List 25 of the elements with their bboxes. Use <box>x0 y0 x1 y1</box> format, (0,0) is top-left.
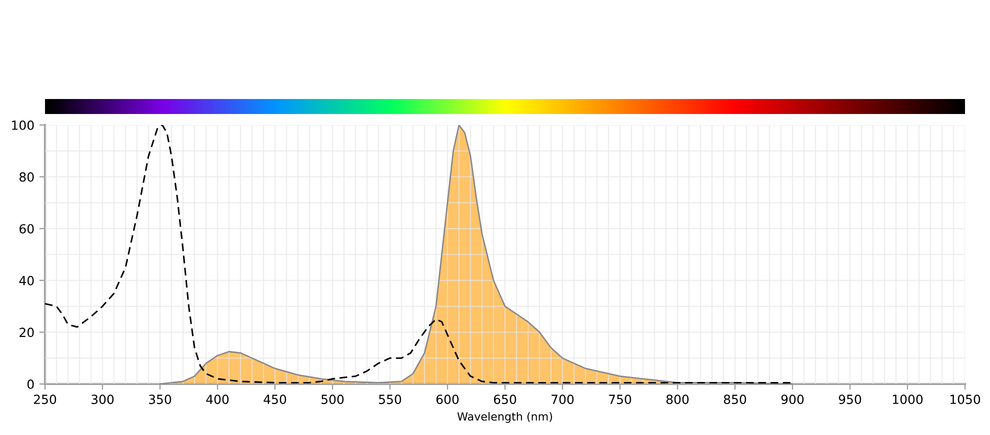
x-tick-label: 750 <box>609 394 632 404</box>
x-tick-label: 400 <box>206 394 229 404</box>
y-tick-label: 40 <box>19 276 34 286</box>
x-tick-label: 800 <box>666 394 689 404</box>
y-tick-label: 100 <box>12 120 34 130</box>
x-tick-label: 1050 <box>950 394 980 404</box>
x-tick-label: 850 <box>724 394 746 404</box>
x-axis-title: Wavelength (nm) <box>457 412 552 423</box>
x-tick-label: 250 <box>34 394 56 404</box>
x-tick-label: 450 <box>264 394 286 404</box>
x-tick-label: 350 <box>149 394 172 404</box>
x-tick-label: 300 <box>92 394 114 404</box>
x-tick-label: 550 <box>379 394 402 404</box>
x-tick-label: 950 <box>838 394 862 404</box>
x-tick-label: 900 <box>781 394 804 404</box>
x-tick-label: 650 <box>494 394 516 404</box>
y-tick-label: 80 <box>20 172 34 182</box>
x-tick-label: 600 <box>436 394 459 404</box>
x-tick-label: 700 <box>552 394 574 404</box>
y-tick-label: 60 <box>20 224 34 234</box>
x-tick-label: 1000 <box>892 394 923 404</box>
line-series <box>45 125 794 384</box>
x-tick-label: 500 <box>322 394 344 404</box>
y-tick-label: 20 <box>20 328 34 338</box>
y-tick-label: 0 <box>27 379 34 389</box>
